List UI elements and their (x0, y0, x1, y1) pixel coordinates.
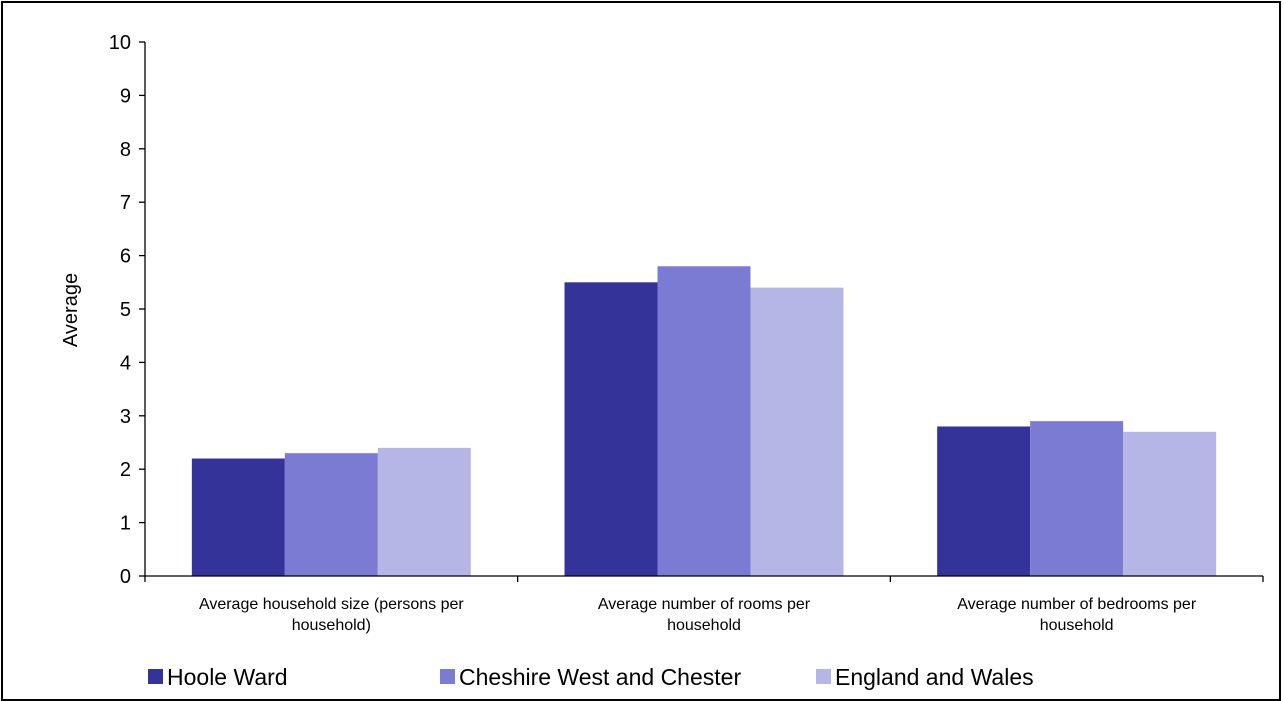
bar-cheshire-west-and-chester (1030, 421, 1124, 576)
bar-hoole-ward (937, 426, 1031, 576)
y-tick-label: 7 (120, 192, 131, 214)
legend-label: Hoole Ward (167, 664, 288, 690)
x-category-label: Average household size (persons per (199, 596, 464, 613)
y-tick-label: 4 (120, 352, 131, 374)
y-axis: 0 1 2 3 4 5 6 7 8 9 10 (109, 32, 146, 588)
y-tick-label: 3 (120, 406, 131, 428)
bar-england-and-wales (1123, 431, 1217, 576)
bar-cheshire-west-and-chester (657, 266, 751, 576)
y-tick-label: 9 (120, 85, 131, 107)
x-category-label: household) (292, 617, 371, 634)
bar-hoole-ward (191, 458, 285, 576)
legend-label: England and Wales (835, 664, 1034, 690)
y-tick-label: 2 (120, 459, 131, 481)
y-axis-title: Average (60, 273, 82, 347)
x-category-label: Average number of bedrooms per (957, 596, 1197, 613)
legend-swatch (148, 669, 163, 684)
legend-swatch (816, 669, 831, 684)
y-tick-label: 8 (120, 139, 131, 161)
bar-hoole-ward (564, 282, 658, 576)
y-tick-label: 5 (120, 299, 131, 321)
y-tick-label: 1 (120, 513, 131, 535)
bar-cheshire-west-and-chester (284, 453, 378, 576)
y-tick-label: 10 (109, 32, 131, 54)
legend-swatch (440, 669, 455, 684)
legend: Hoole Ward Cheshire West and Chester Engla… (148, 664, 1034, 690)
bar-england-and-wales (750, 287, 844, 576)
x-category-label: household (667, 617, 741, 634)
bars (191, 266, 1217, 576)
y-tick-label: 0 (120, 566, 131, 588)
y-tick-label: 6 (120, 246, 131, 268)
x-category-label: Average number of rooms per (598, 596, 811, 613)
x-category-label: household (1040, 617, 1114, 634)
legend-label: Cheshire West and Chester (459, 664, 741, 690)
bar-england-and-wales (377, 447, 471, 576)
x-axis: Average household size (persons per house… (144, 575, 1264, 634)
